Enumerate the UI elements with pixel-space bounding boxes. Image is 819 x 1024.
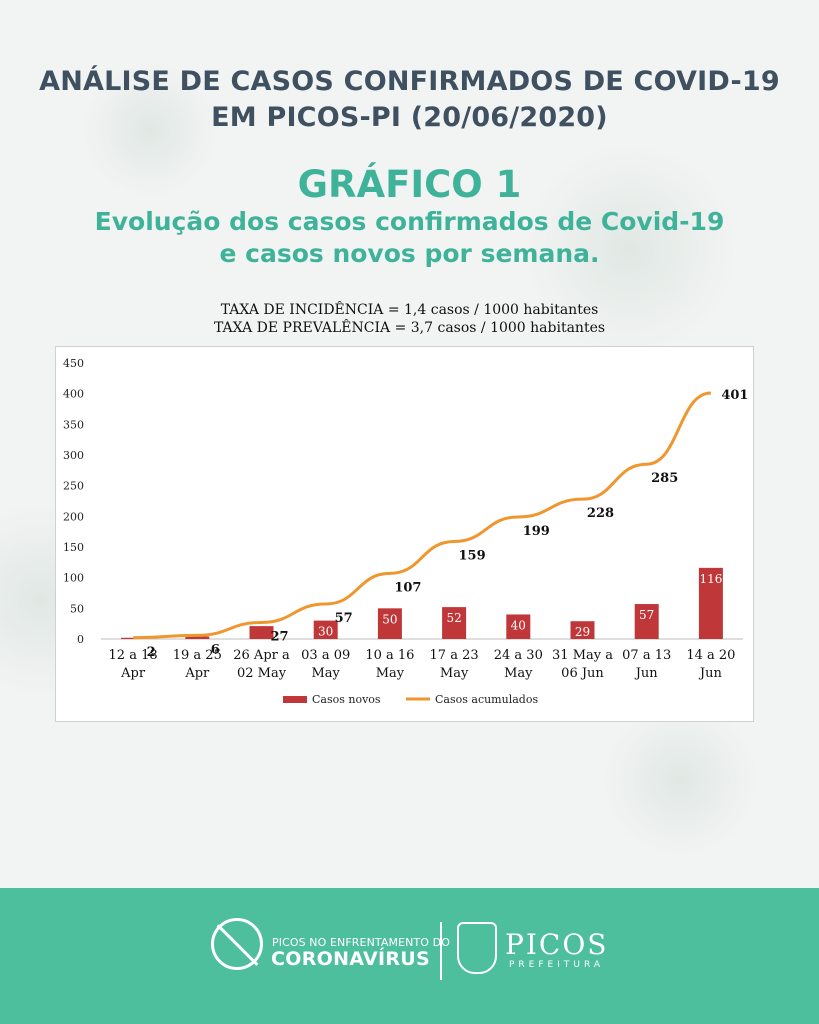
x-tick-label: 24 a 30: [494, 648, 543, 663]
y-tick-label: 0: [77, 633, 84, 646]
legend-swatch-casos-novos: [283, 696, 307, 703]
picos-logo-text: PICOS: [505, 928, 609, 961]
x-tick-label: 26 Apr a: [233, 648, 290, 663]
x-tick-label: 19 a 25: [173, 648, 222, 663]
logo-small-text: PICOS NO ENFRENTAMENTO DO: [272, 936, 450, 949]
legend-label-casos-novos: Casos novos: [312, 693, 381, 706]
footer-divider: [440, 922, 442, 980]
bar-casos-novos: [442, 607, 467, 639]
y-tick-label: 200: [63, 510, 84, 523]
x-tick-label: 31 May a: [552, 648, 613, 663]
x-tick-label: Jun: [698, 666, 723, 681]
bar-data-label: 50: [382, 612, 397, 626]
bar-data-label: 29: [575, 625, 590, 639]
x-tick-label: May: [376, 666, 405, 681]
crest-icon: [457, 922, 497, 974]
page-title-line1: ANÁLISE DE CASOS CONFIRMADOS DE COVID-19: [39, 66, 780, 97]
y-tick-label: 250: [63, 480, 84, 493]
line-data-label: 57: [335, 611, 353, 626]
x-tick-label: 02 May: [237, 666, 287, 681]
prefeitura-text: PREFEITURA: [509, 960, 605, 970]
x-tick-label: Apr: [120, 666, 146, 681]
logo-big-text: CORONAVÍRUS: [271, 948, 431, 970]
x-tick-label: 03 a 09: [301, 648, 350, 663]
page-title-line2: EM PICOS-PI (20/06/2020): [211, 102, 608, 133]
chart-panel: 0 50 100 150 200 250 300 350 400 450 30 50 52 40 29 57 1…: [55, 346, 754, 722]
bar-casos-novos: [185, 636, 210, 639]
bar-data-label: 40: [511, 618, 526, 632]
bar-casos-novos: [377, 608, 402, 639]
virus-icon: [211, 918, 263, 970]
line-data-label: 401: [721, 388, 748, 403]
chart-number: GRÁFICO 1: [297, 163, 522, 206]
x-tick-label: Jun: [634, 666, 659, 681]
x-tick-label: 07 a 13: [622, 648, 671, 663]
bar-data-label: 116: [699, 572, 722, 586]
line-data-label: 159: [459, 548, 486, 563]
chart-subtitle-line1: Evolução dos casos confirmados de Covid-…: [94, 207, 725, 236]
x-tick-label: May: [504, 666, 533, 681]
line-data-label: 285: [651, 471, 678, 486]
y-tick-label: 300: [63, 449, 84, 462]
x-tick-label: 14 a 20: [686, 648, 735, 663]
incidence-rate: TAXA DE INCIDÊNCIA = 1,4 casos / 1000 ha…: [220, 302, 599, 318]
line-data-label: 107: [394, 580, 421, 595]
bar-casos-novos: [634, 604, 659, 639]
y-tick-label: 400: [63, 388, 84, 401]
bar-data-label: 30: [318, 625, 333, 639]
y-tick-label: 50: [70, 602, 84, 615]
bar-casos-novos: [698, 567, 723, 639]
line-data-label: 27: [270, 629, 288, 644]
y-tick-label: 150: [63, 541, 84, 554]
bar-casos-novos: [313, 620, 338, 639]
line-data-label: 199: [523, 524, 550, 539]
footer: PICOS NO ENFRENTAMENTO DO CORONAVÍRUS PI…: [0, 888, 819, 1024]
x-tick-label: Apr: [184, 666, 210, 681]
line-casos-acumulados: [133, 391, 712, 640]
y-tick-label: 350: [63, 418, 84, 431]
x-tick-label: May: [311, 666, 340, 681]
y-tick-label: 100: [63, 572, 84, 585]
legend-label-casos-acumulados: Casos acumulados: [435, 693, 538, 706]
chart-subtitle-line2: e casos novos por semana.: [219, 239, 600, 268]
x-tick-label: May: [440, 666, 469, 681]
prevalence-rate: TAXA DE PREVALÊNCIA = 3,7 casos / 1000 h…: [213, 320, 606, 336]
line-data-label: 2: [147, 645, 156, 660]
x-tick-label: 10 a 16: [365, 648, 414, 663]
bar-data-label: 57: [639, 608, 654, 622]
x-tick-label: 17 a 23: [430, 648, 479, 663]
bar-casos-novos: [570, 621, 595, 639]
x-tick-label: 06 Jun: [561, 666, 604, 681]
bar-casos-novos: [249, 626, 274, 639]
x-tick-label: 12 a 18: [109, 648, 158, 663]
line-data-label: 6: [211, 642, 220, 657]
bar-data-label: 52: [446, 611, 461, 625]
bar-casos-novos: [506, 614, 531, 639]
chart: 0 50 100 150 200 250 300 350 400 450 30 50 52 40 29 57 1…: [63, 357, 748, 706]
line-data-label: 228: [587, 506, 614, 521]
y-tick-label: 450: [63, 357, 84, 370]
